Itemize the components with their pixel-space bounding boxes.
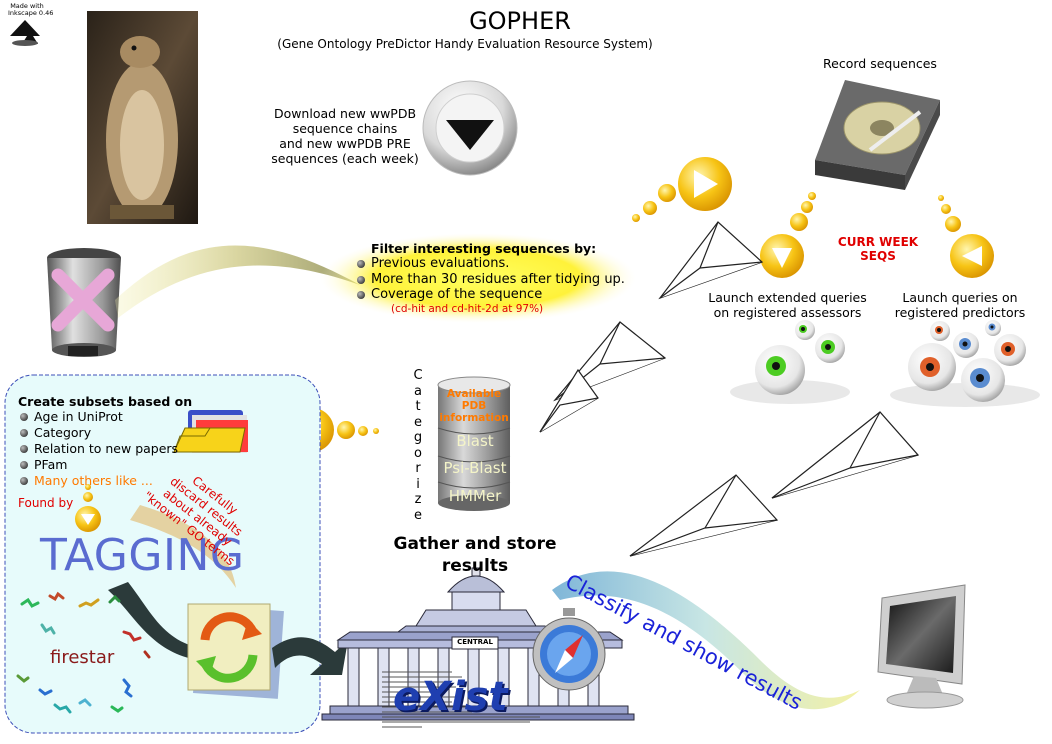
folder-icon xyxy=(173,410,248,453)
categorize-letter: C xyxy=(413,368,423,383)
inkscape-badge: Made with Inkscape 0.46 xyxy=(8,2,54,17)
hard-disk-icon xyxy=(815,80,940,190)
arrow-circle-icon xyxy=(632,157,732,222)
arrow-refresh-building xyxy=(272,637,348,675)
download-label-line: sequences (each week) xyxy=(271,151,419,166)
launch-predictors-line: registered predictors xyxy=(894,305,1026,320)
launch-predictors-label: Launch queries on registered predictors xyxy=(880,290,1040,320)
categorize-letter: r xyxy=(415,461,421,476)
exist-logo: eXist xyxy=(393,674,508,720)
molecule-icon xyxy=(16,591,151,714)
download-label-line: and new wwPDB PRE xyxy=(279,136,411,151)
filter-item: More than 30 residues after tidying up. xyxy=(355,272,625,288)
inkscape-badge-line: Made with xyxy=(10,2,44,10)
inkscape-badge-line: Inkscape 0.46 xyxy=(8,9,54,17)
curr-week-line: CURR WEEK xyxy=(837,235,919,249)
categorize-letter: z xyxy=(414,492,422,507)
swoosh-classify xyxy=(552,571,860,710)
paper-plane-icon xyxy=(539,368,599,433)
gather-line: results xyxy=(441,556,509,576)
filter-item: Coverage of the sequence xyxy=(355,287,625,303)
download-label-line: Download new wwPDB xyxy=(273,106,417,121)
compass-icon xyxy=(532,608,606,691)
filter-box: Filter interesting sequences by: Previou… xyxy=(355,241,625,315)
categorize-letter: g xyxy=(413,430,423,445)
launch-assessors-line: Launch extended queries xyxy=(708,290,867,305)
download-label-line: sequence chains xyxy=(292,121,398,136)
gather-line: Gather and store xyxy=(393,534,557,554)
categorize-letter: a xyxy=(414,383,422,399)
download-arrow-icon[interactable] xyxy=(422,80,518,176)
categorize-letter: i xyxy=(416,476,420,492)
monitor-icon[interactable] xyxy=(877,584,966,709)
categorize-letter: o xyxy=(414,445,422,461)
tool-blast: Blast xyxy=(456,432,494,450)
arrow-tagging-refresh xyxy=(108,582,212,670)
curr-week-line: SEQS xyxy=(860,249,896,263)
paper-plane-icon xyxy=(629,474,779,557)
categorize-letter: e xyxy=(414,414,422,430)
eyeball-icon xyxy=(730,320,850,404)
record-sequences-label: Record sequences xyxy=(823,56,937,71)
paper-plane-icon xyxy=(771,411,920,499)
filter-note: (cd-hit and cd-hit-2d at 97%) xyxy=(391,302,544,315)
download-label: Download new wwPDB sequence chains and n… xyxy=(270,106,420,166)
gather-label: Gather and store results xyxy=(375,533,575,577)
categorize-label: C a t e g o r i z e xyxy=(411,368,425,523)
subset-item: Many others like ... xyxy=(18,473,192,489)
database-cylinder-icon xyxy=(437,376,511,511)
swoosh-trash-filter xyxy=(115,245,360,318)
available-pdb-line: Available xyxy=(446,388,502,400)
page-title: GOPHER xyxy=(469,7,571,35)
filter-heading: Filter interesting sequences by: xyxy=(371,241,597,256)
subset-item: Age in UniProt xyxy=(18,409,192,425)
subset-item: Relation to new papers xyxy=(18,441,192,457)
building-sign: CENTRAL xyxy=(457,638,493,646)
curr-week-label: CURR WEEK SEQS xyxy=(818,235,938,263)
paper-plane-icon xyxy=(658,221,764,300)
found-by-label: Found by xyxy=(18,496,74,510)
available-pdb-line: PDB xyxy=(461,400,487,412)
arrow-circle-icon xyxy=(760,192,816,278)
subsets-list: Create subsets based on Age in UniProt C… xyxy=(18,394,192,489)
arrow-circle-icon xyxy=(75,484,101,532)
swoosh-tagging xyxy=(130,505,236,588)
trash-can-icon[interactable] xyxy=(47,248,121,357)
page-subtitle: (Gene Ontology PreDictor Handy Evaluatio… xyxy=(277,37,653,51)
inkscape-logo-icon xyxy=(10,20,40,46)
launch-assessors-line: on registered assessors xyxy=(713,305,862,320)
refresh-icon[interactable] xyxy=(187,603,284,699)
filter-item: Previous evaluations. xyxy=(355,256,625,272)
gopher-photo xyxy=(87,11,198,224)
arrow-circle-icon xyxy=(938,195,994,278)
available-pdb-line: information xyxy=(439,412,509,424)
launch-predictors-line: Launch queries on xyxy=(902,290,1018,305)
tool-psi-blast: Psi-Blast xyxy=(443,459,507,477)
subset-item: PFam xyxy=(18,457,192,473)
tool-hmmer: HMMer xyxy=(448,487,502,505)
tagging-label: TAGGING xyxy=(40,530,245,581)
categorize-letter: e xyxy=(414,507,422,523)
available-pdb-label: Available PDB information xyxy=(438,388,510,424)
code-lines xyxy=(382,671,540,728)
eyeball-icon xyxy=(890,320,1040,407)
subset-item: Category xyxy=(18,425,192,441)
filter-glow xyxy=(320,233,636,323)
subsets-heading: Create subsets based on xyxy=(18,394,193,409)
launch-assessors-label: Launch extended queries on registered as… xyxy=(700,290,875,320)
firestar-label: firestar xyxy=(50,647,115,668)
categorize-letter: t xyxy=(415,399,421,414)
